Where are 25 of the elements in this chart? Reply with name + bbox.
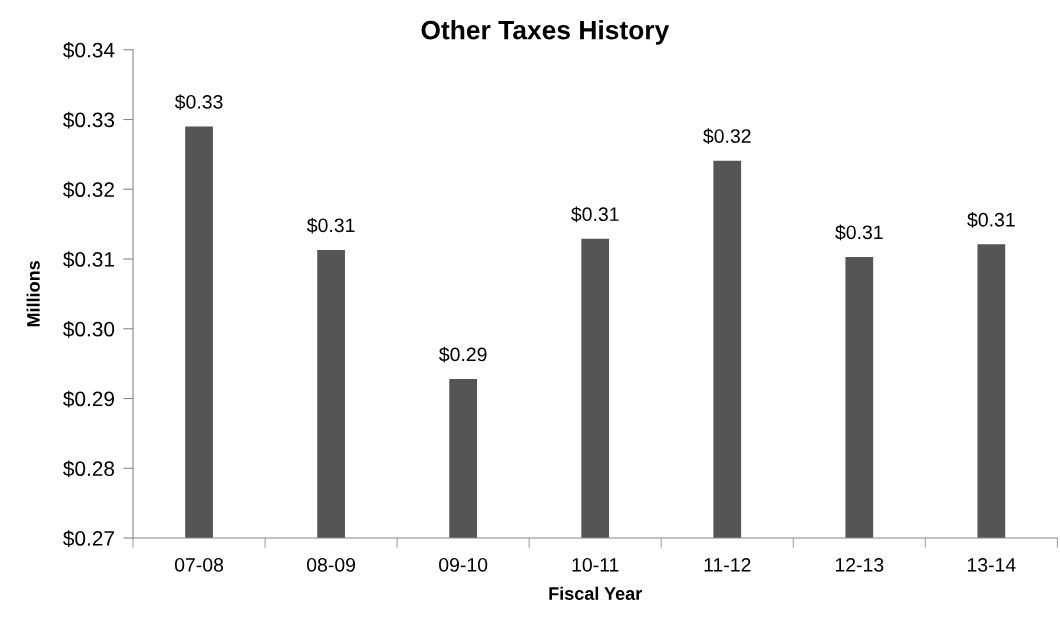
x-tick-label: 13-14: [967, 557, 1016, 572]
data-label: $0.33: [174, 94, 223, 110]
data-label: $0.31: [306, 217, 355, 234]
x-tick-label: 09-10: [439, 557, 488, 572]
y-tick-label: $0.29: [63, 390, 114, 408]
chart-title: Other Taxes History: [421, 20, 670, 45]
x-tick-label: 08-09: [307, 557, 356, 572]
data-label: $0.31: [835, 224, 883, 241]
y-tick-label: $0.34: [63, 41, 115, 59]
y-tick-label: $0.31: [63, 251, 114, 269]
y-axis-title: Millions: [26, 261, 40, 327]
y-tick-label: $0.27: [63, 530, 114, 548]
x-tick-label: 12-13: [835, 557, 884, 572]
data-label: $0.32: [703, 128, 751, 145]
x-tick-label: 07-08: [174, 557, 224, 572]
data-label: $0.31: [571, 206, 619, 223]
x-axis-title: Fiscal Year: [549, 586, 642, 600]
data-label: $0.29: [439, 346, 487, 363]
x-tick-label: 10-11: [572, 557, 619, 572]
y-tick-label: $0.28: [63, 460, 115, 478]
x-tick-label: 11-12: [704, 557, 751, 572]
y-tick-label: $0.30: [63, 320, 115, 338]
y-tick-label: $0.32: [63, 181, 114, 199]
data-label: $0.31: [967, 212, 1015, 228]
y-tick-label: $0.33: [63, 111, 115, 129]
